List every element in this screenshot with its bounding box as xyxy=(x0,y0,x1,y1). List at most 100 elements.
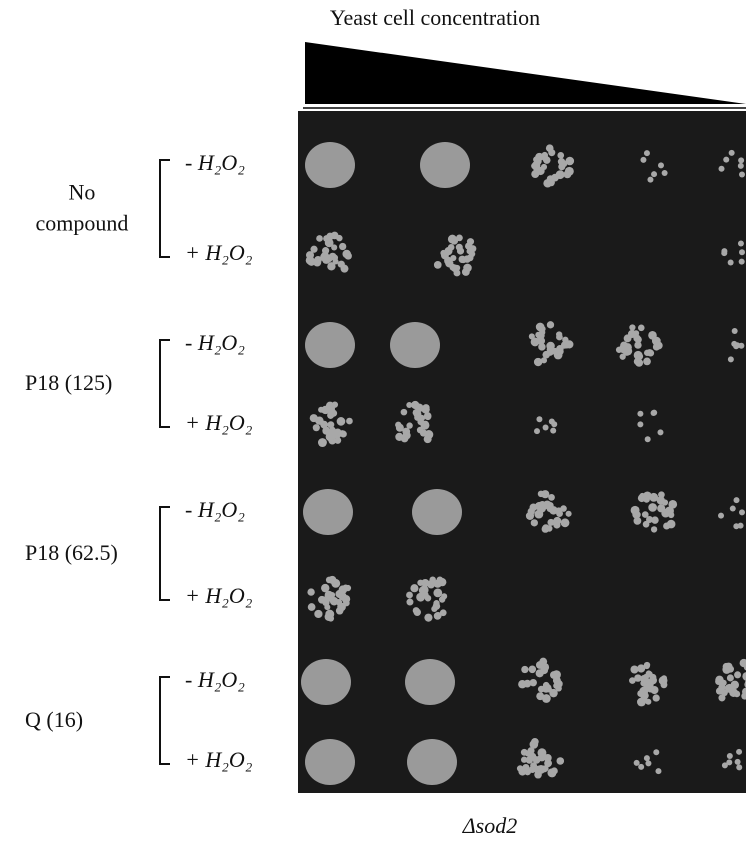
bracket xyxy=(160,340,170,427)
colony xyxy=(557,757,565,765)
colony xyxy=(661,675,667,681)
colony xyxy=(330,597,338,605)
colony xyxy=(547,321,554,328)
colony xyxy=(722,665,731,674)
colony xyxy=(732,328,738,334)
colony xyxy=(546,144,554,152)
colony xyxy=(546,686,552,692)
colony xyxy=(539,501,546,508)
colony xyxy=(655,768,661,774)
colony xyxy=(635,359,643,367)
colony xyxy=(657,429,663,435)
treatment-label: - H₂O₂ xyxy=(185,497,245,522)
colony xyxy=(314,610,322,618)
group-label: P18 (62.5) xyxy=(25,540,118,565)
colony xyxy=(645,436,651,442)
colony xyxy=(339,243,346,250)
colony xyxy=(658,162,664,168)
treatment-label: + H₂O₂ xyxy=(185,583,253,608)
colony xyxy=(649,677,657,685)
plate xyxy=(298,111,746,793)
colony xyxy=(658,491,665,498)
colony xyxy=(541,490,549,498)
colony xyxy=(424,412,432,420)
concentration-wedge xyxy=(305,42,746,104)
colony xyxy=(651,171,657,177)
colony xyxy=(340,431,347,438)
colony xyxy=(560,505,567,512)
colony xyxy=(637,690,644,697)
colony xyxy=(326,233,334,241)
colony xyxy=(642,511,649,518)
colony xyxy=(644,150,650,156)
colony xyxy=(406,599,413,606)
colony xyxy=(644,755,650,761)
colony xyxy=(722,762,728,768)
treatment-label: - H₂O₂ xyxy=(185,150,245,175)
colony xyxy=(557,152,564,159)
colony xyxy=(320,253,329,262)
spot xyxy=(301,659,351,705)
colony xyxy=(316,235,323,242)
colony xyxy=(434,261,442,269)
colony xyxy=(406,592,413,599)
colony xyxy=(433,600,439,606)
colony xyxy=(739,171,745,177)
colony xyxy=(460,257,466,263)
colony xyxy=(536,416,542,422)
colony xyxy=(343,584,349,590)
colony xyxy=(647,177,653,183)
colony xyxy=(668,500,677,509)
colony xyxy=(547,519,554,526)
colony xyxy=(651,516,658,523)
colony xyxy=(346,418,353,425)
colony xyxy=(411,401,419,409)
colony xyxy=(541,357,547,363)
colony xyxy=(645,760,651,766)
colony xyxy=(738,163,744,169)
colony xyxy=(719,166,725,172)
colony xyxy=(521,666,528,673)
colony xyxy=(413,409,420,416)
colony xyxy=(661,509,670,518)
treatment-label: + H₂O₂ xyxy=(185,747,253,772)
colony xyxy=(634,674,641,681)
spot xyxy=(390,322,440,368)
colony xyxy=(456,234,463,241)
colony xyxy=(648,331,657,340)
colony xyxy=(546,525,552,531)
colony xyxy=(413,609,421,617)
colony xyxy=(536,661,544,669)
colony xyxy=(342,595,350,603)
colony xyxy=(431,606,437,612)
colony xyxy=(638,764,644,770)
colony xyxy=(723,157,729,163)
colony xyxy=(324,604,330,610)
group-label: P18 (125) xyxy=(25,370,112,395)
colony xyxy=(643,674,649,680)
spot xyxy=(303,489,353,535)
bracket xyxy=(160,677,170,764)
colony xyxy=(637,698,646,707)
colony xyxy=(401,409,408,416)
colony xyxy=(564,171,571,178)
colony xyxy=(733,523,739,529)
spot xyxy=(405,659,455,705)
colony xyxy=(310,246,317,253)
colony xyxy=(337,603,346,612)
colony xyxy=(318,438,327,447)
colony xyxy=(332,401,338,407)
colony xyxy=(640,157,646,163)
header-title: Yeast cell concentration xyxy=(330,5,540,30)
colony xyxy=(308,603,316,611)
treatment-label: + H₂O₂ xyxy=(185,240,253,265)
treatment-label: + H₂O₂ xyxy=(185,410,253,435)
colony xyxy=(715,676,723,684)
colony xyxy=(540,326,546,332)
colony xyxy=(729,150,735,156)
spot xyxy=(305,142,355,188)
colony xyxy=(629,324,635,330)
colony xyxy=(536,692,544,700)
colony xyxy=(728,356,734,362)
colony xyxy=(318,596,326,604)
